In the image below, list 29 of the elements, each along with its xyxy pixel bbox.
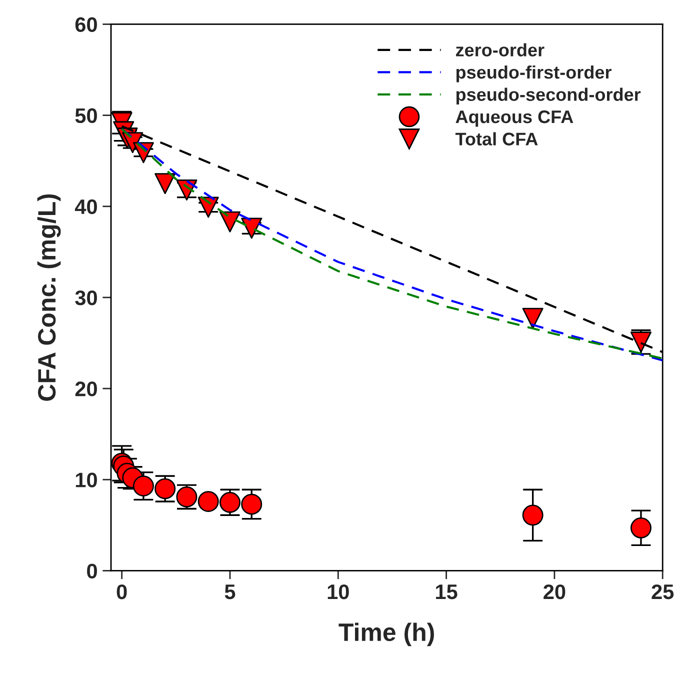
y-tick-label: 60 [75,17,97,32]
point [630,517,652,538]
x-tick-label: 25 [652,584,674,600]
y-tick-label: 0 [87,564,97,578]
point [241,494,262,515]
point [522,504,544,526]
point [241,218,262,239]
x-tick-label: 15 [436,584,458,600]
legend-label: pseudo-first-order [456,65,612,82]
y-axis-title: CFA Conc. (mg/L) [37,194,61,401]
legend-label: Total CFA [455,132,538,146]
legend-label: pseudo-second-order [456,88,641,105]
y-tick-label: 50 [75,108,97,124]
x-tick-label: 10 [328,584,349,600]
point [132,475,154,497]
legend-label: zero-order [456,43,544,56]
legend-label: Aqueous CFA [456,110,574,127]
y-tick-label: 10 [76,472,97,488]
x-tick-label: 20 [544,584,566,600]
x-axis-title: Time (h) [338,622,434,646]
point [522,308,544,329]
y-tick-label: 40 [74,199,97,214]
y-tick-label: 20 [75,382,97,396]
point [198,490,219,512]
y-tick-label: 30 [75,290,97,306]
x-tick-label: 5 [224,584,236,600]
point [219,211,240,232]
point [154,173,176,194]
x-tick-label: 0 [116,584,127,600]
